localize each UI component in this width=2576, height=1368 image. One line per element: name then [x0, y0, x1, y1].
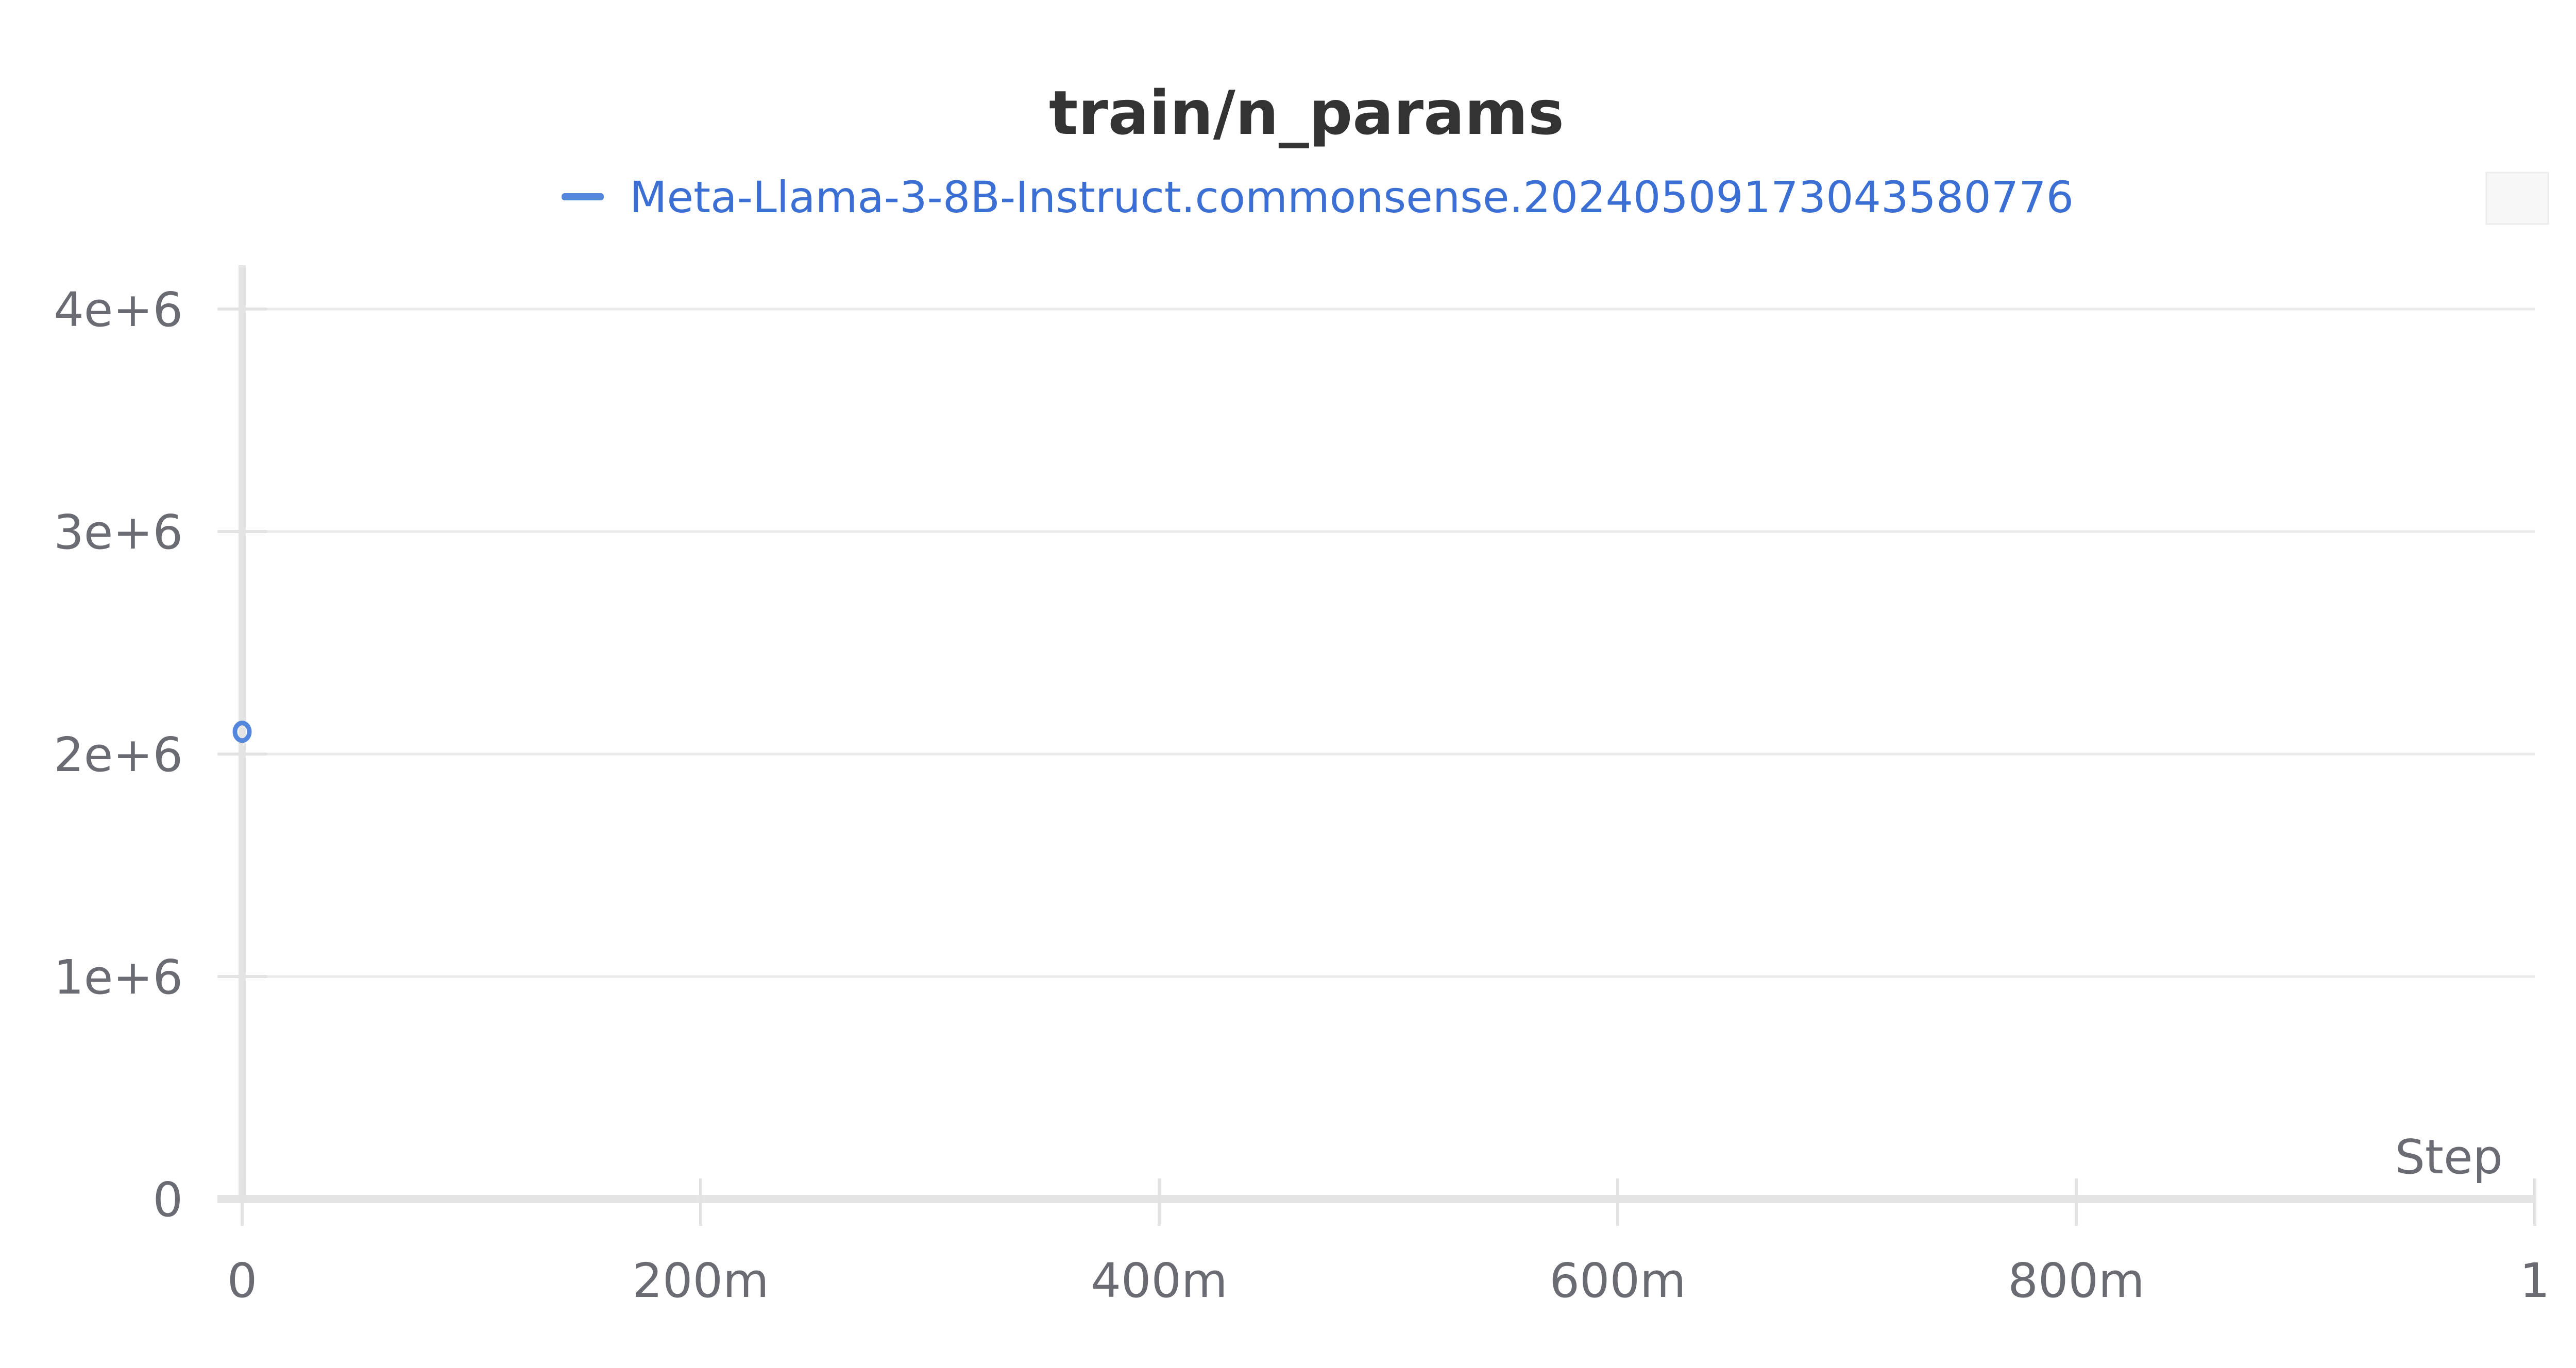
legend-swatch — [562, 193, 604, 200]
data-point[interactable] — [232, 721, 252, 743]
x-tick-label: 600m — [1549, 1253, 1686, 1308]
y-tick-label: 4e+6 — [54, 282, 183, 337]
legend[interactable]: Meta-Llama-3-8B-Instruct.commonsense.202… — [562, 172, 2074, 223]
y-tick-label: 0 — [152, 1172, 183, 1227]
x-tick-label: 200m — [632, 1253, 769, 1308]
axes-layer — [217, 265, 2535, 1203]
y-tick-label: 3e+6 — [54, 505, 183, 560]
x-tick-label: 400m — [1091, 1253, 1227, 1308]
x-tick-label: 1 — [2520, 1253, 2550, 1308]
legend-label: Meta-Llama-3-8B-Instruct.commonsense.202… — [630, 172, 2074, 223]
points-layer[interactable] — [232, 721, 252, 743]
grid-layer — [242, 307, 2535, 978]
y-tick-label: 1e+6 — [54, 950, 183, 1005]
legend-menu-button[interactable] — [2485, 172, 2549, 225]
y-tick-label: 2e+6 — [54, 727, 183, 782]
x-tick-label: 0 — [227, 1253, 258, 1308]
chart-title: train/n_params — [1049, 77, 1564, 148]
ticks-layer: 0 1e+6 2e+6 3e+6 4e+6 0 200m 400m 600m 800m 1 — [54, 282, 2550, 1308]
x-tick-label: 800m — [2008, 1253, 2144, 1308]
x-axis-title: Step — [2395, 1130, 2503, 1185]
